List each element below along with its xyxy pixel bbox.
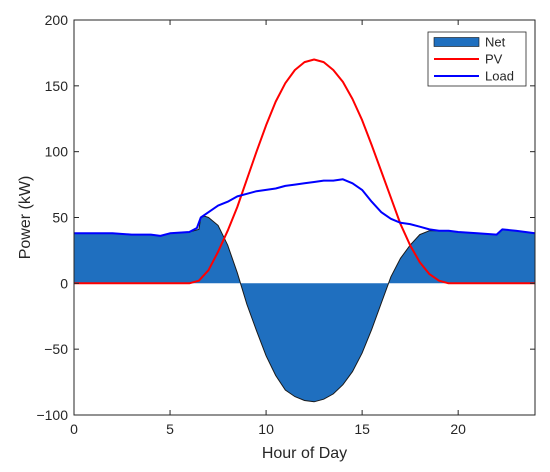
x-tick-label: 5 [166, 421, 174, 437]
y-tick-label: −50 [44, 341, 68, 357]
legend-net-label: Net [485, 35, 506, 50]
legend-net-swatch [433, 37, 480, 47]
axes-layer: 0 5 10 15 20 −100 −50 0 50 100 150 200 [36, 12, 535, 437]
legend-load-label: Load [485, 69, 514, 84]
y-tick-label: 50 [52, 210, 68, 226]
x-tick-label: 20 [450, 421, 466, 437]
series-layer [74, 58, 536, 403]
legend-pv-label: PV [485, 52, 503, 67]
x-axis-label: Hour of Day [262, 445, 347, 462]
y-axis-label: Power (kW) [17, 176, 34, 260]
series-pv-line [74, 58, 535, 285]
y-tick-label: 150 [45, 78, 69, 94]
legend: Net PV Load [427, 31, 527, 87]
y-tick-label: −100 [36, 407, 68, 423]
y-tick-label: 200 [45, 12, 69, 28]
x-tick-label: 15 [354, 421, 370, 437]
y-tick-label: 100 [45, 144, 69, 160]
series-load-line [74, 178, 536, 237]
x-tick-label: 0 [70, 421, 78, 437]
x-tick-label: 10 [258, 421, 274, 437]
series-net-area [74, 216, 535, 402]
y-tick-label: 0 [60, 275, 68, 291]
